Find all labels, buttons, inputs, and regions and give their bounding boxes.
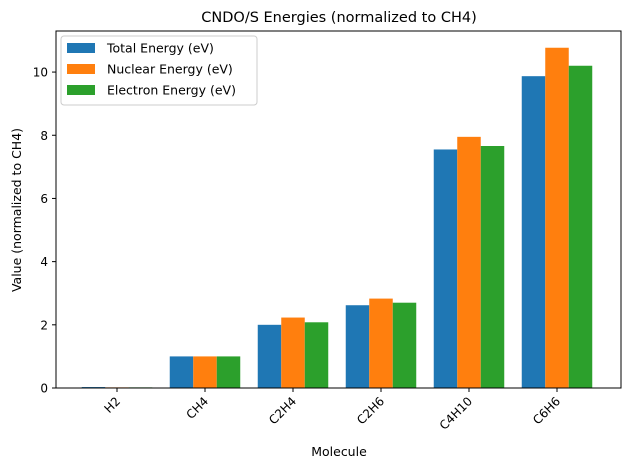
bar-c2h6-series-3: [392, 302, 417, 388]
plot-frame: [55, 30, 622, 389]
y-axis-label: Value (normalized to CH4): [9, 128, 24, 292]
x-tick-label-c6h6: C6H6: [530, 394, 563, 427]
x-tick-label-c4h10: C4H10: [437, 394, 475, 432]
y-tick-label: 6: [40, 192, 48, 206]
legend-label-2: Nuclear Energy (eV): [107, 62, 233, 77]
legend-box: [60, 35, 258, 106]
bar-c6h6-series-3: [568, 65, 593, 388]
x-tick-label-c2h6: C2H6: [354, 394, 387, 427]
bar-ch4-series-3: [216, 356, 241, 388]
bar-c2h6-series-2: [369, 298, 393, 388]
bar-ch4-series-1: [169, 356, 194, 388]
x-tick-label-ch4: CH4: [184, 394, 212, 422]
bar-c6h6-series-1: [521, 76, 546, 389]
bar-c4h10-series-2: [457, 136, 481, 388]
bar-c6h6-series-2: [545, 47, 569, 389]
y-tick-label: 0: [40, 382, 48, 396]
bars-group: [81, 47, 593, 389]
bar-c4h10-series-3: [480, 146, 505, 388]
legend-label-1: Total Energy (eV): [106, 41, 214, 56]
bar-c4h10-series-1: [433, 149, 458, 388]
bar-c2h6-series-1: [345, 305, 370, 388]
y-tick-label: 2: [40, 318, 48, 332]
x-tick-label-h2: H2: [101, 394, 123, 416]
y-tick-label: 10: [33, 66, 48, 80]
y-axis: 0 2 4 6 8 10: [33, 66, 56, 396]
legend-swatch-1: [67, 43, 95, 53]
legend-label-3: Electron Energy (eV): [107, 83, 236, 98]
bar-ch4-series-2: [193, 356, 217, 388]
legend-swatch-2: [67, 64, 95, 74]
x-tick-label-c2h4: C2H4: [266, 394, 299, 427]
bar-c2h4-series-1: [257, 324, 282, 388]
y-tick-label: 4: [40, 255, 48, 269]
bar-c2h4-series-2: [281, 317, 305, 388]
legend: Total Energy (eV) Nuclear Energy (eV) Elec…: [60, 35, 258, 106]
bar-c2h4-series-3: [304, 322, 329, 388]
x-axis-label: Molecule: [311, 444, 367, 459]
x-axis: H2 CH4 C2H4 C2H6 C4H10 C6H6: [101, 388, 563, 433]
legend-swatch-3: [67, 85, 95, 95]
chart-title: CNDO/S Energies (normalized to CH4): [201, 10, 476, 26]
y-tick-label: 8: [40, 129, 48, 143]
